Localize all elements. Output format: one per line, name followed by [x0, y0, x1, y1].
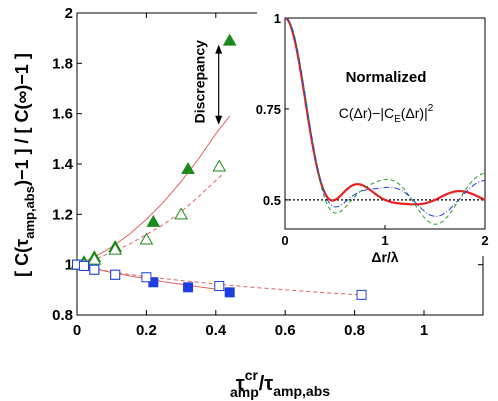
inset-title-part: C(Δr)−|C [339, 105, 394, 121]
x-tick-label: 0.2 [136, 322, 157, 339]
discrepancy-label: Discrepancy [192, 40, 208, 123]
data-point-square [89, 264, 100, 275]
x-axis-label-part: amp [230, 384, 259, 400]
data-point-triangle [174, 207, 188, 220]
y-axis-label: [ C(τamp,abs)−1 ] / [ C(∞)−1 ] [12, 53, 37, 277]
fit-curve [76, 264, 362, 296]
data-point-triangle [146, 214, 161, 227]
x-axis-label-part: amp,abs [273, 383, 330, 399]
y-axis-label-part: amp,abs [22, 186, 37, 239]
inset-title-part: (Δr)| [401, 105, 428, 121]
x-tick-label: 0 [73, 322, 81, 339]
data-point-square [356, 289, 367, 300]
y-tick-label: 1.8 [52, 55, 73, 72]
y-tick-label: 2 [65, 5, 73, 22]
y-tick-label: 0.8 [52, 307, 73, 324]
arrow-head-top [215, 44, 223, 54]
x-tick-label: 1 [420, 322, 428, 339]
data-point-square [78, 260, 89, 271]
inset-y-tick-label: 0.5 [263, 193, 281, 208]
x-axis-label-part: /τ [259, 373, 274, 395]
x-tick-label: 0.4 [205, 322, 227, 339]
y-axis-label-part: [ C(τ [12, 239, 32, 277]
x-axis-label-part: τ [236, 373, 245, 395]
data-point-triangle [139, 232, 154, 245]
inset-x-axis-label: Δr/λ [371, 249, 398, 265]
data-point-square [141, 272, 152, 283]
data-point-square [214, 281, 225, 292]
inset-title-line1: Normalized [346, 69, 427, 86]
y-tick-label: 1 [65, 257, 73, 274]
x-tick-label: 0.6 [275, 322, 296, 339]
main-chart: 0 0.2 0.4 0.6 0.8 1 0.8 1 1.2 1.4 1.6 1.8 2 Discrepan… [12, 5, 484, 400]
fit-curve [76, 115, 231, 266]
data-point-triangle [87, 252, 102, 265]
data-point-triangle [222, 33, 237, 46]
x-axis-label: τcr amp/τamp,abs [230, 367, 330, 400]
y-axis-label-part: )−1 ] / [ C(∞)−1 ] [12, 53, 32, 186]
inset-background [257, 6, 495, 256]
arrow-head-bottom [215, 115, 223, 125]
data-point-triangle [212, 159, 227, 172]
inset-x-tick-label: 1 [381, 233, 388, 248]
inset-x-tick-label: 0 [281, 233, 288, 248]
data-point-triangle [108, 242, 123, 255]
fit-curve [76, 173, 224, 266]
x-axis-label-part: cr [245, 367, 259, 383]
inset-title-line2: C(Δr)−|CE(Δr)|2 [339, 103, 434, 125]
data-point-square [224, 287, 235, 298]
inset-y-tick-label: 1 [274, 11, 281, 26]
inset-x-tick-label: 2 [481, 233, 488, 248]
data-point-square [183, 282, 194, 293]
inset-curve [284, 16, 486, 206]
y-tick-label: 1.2 [52, 206, 73, 223]
inset-curve [285, 17, 486, 225]
y-tick-label: 1.4 [52, 156, 74, 173]
inset-y-tick-label: 0.75 [256, 102, 281, 117]
x-tick-label: 0.8 [344, 322, 365, 339]
data-point-triangle [181, 162, 195, 175]
inset-title-part: 2 [428, 103, 434, 114]
y-tick-label: 1.6 [52, 106, 73, 123]
inset-title-part: E [394, 114, 401, 125]
data-point-square [110, 269, 121, 280]
inset-curve [285, 17, 485, 217]
data-point-square [148, 277, 159, 288]
